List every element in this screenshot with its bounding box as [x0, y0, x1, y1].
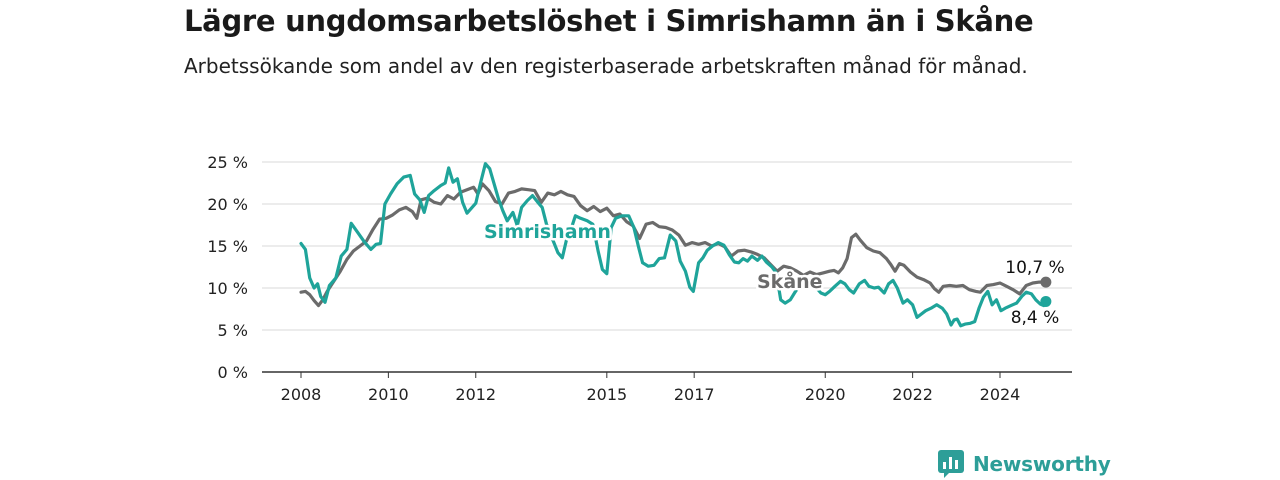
y-axis-ticks: 0 % 5 % 10 % 15 % 20 % 25 %: [207, 153, 248, 382]
y-tick-label: 0 %: [218, 363, 248, 382]
series-endpoint-skane: [1040, 276, 1052, 288]
x-tick-label: 2010: [368, 385, 409, 404]
series-line-skane: [299, 182, 1048, 308]
y-tick-label: 20 %: [207, 195, 248, 214]
x-tick-label: 2024: [980, 385, 1021, 404]
end-value-label-skane: 10,7 %: [1005, 258, 1064, 278]
x-tick-label: 2020: [805, 385, 846, 404]
newsworthy-wordmark: Newsworthy: [973, 452, 1111, 476]
chart-subtitle: Arbetssökande som andel av den registerb…: [184, 54, 1028, 78]
grid-lines: [262, 161, 1072, 373]
line-chart: 0 %5 %10 %15 %20 %25 % 2008 2010 2012 2015 2…: [207, 153, 1072, 404]
series-label-simrishamn: Simrishamn: [484, 221, 611, 243]
series-label-skane: Skåne: [757, 269, 823, 293]
chart-title: Lägre ungdomsarbetslöshet i Simrishamn ä…: [184, 4, 1034, 38]
series-labels: 10,7 % 8,4 % Simrishamn Skåne: [482, 219, 1065, 329]
x-tick-label: 2017: [674, 385, 715, 404]
series-line-simrishamn: [299, 162, 1048, 328]
x-tick-label: 2008: [281, 385, 322, 404]
x-axis-ticks: 2008 2010 2012 2015 2017 2020 2022 2024: [281, 372, 1021, 404]
y-tick-label: 15 %: [207, 237, 248, 256]
newsworthy-logo[interactable]: Newsworthy: [937, 449, 1111, 479]
y-tick-label: 25 %: [207, 153, 248, 172]
series-lines: [299, 162, 1048, 328]
x-tick-label: 2012: [455, 385, 496, 404]
end-value-label-simrishamn: 8,4 %: [1011, 308, 1060, 328]
newsworthy-icon: [938, 450, 964, 478]
x-tick-label: 2015: [586, 385, 627, 404]
y-tick-label: 10 %: [207, 279, 248, 298]
series-endpoint-simrishamn: [1040, 295, 1052, 307]
y-tick-label: 5 %: [218, 321, 248, 340]
x-tick-label: 2022: [892, 385, 933, 404]
